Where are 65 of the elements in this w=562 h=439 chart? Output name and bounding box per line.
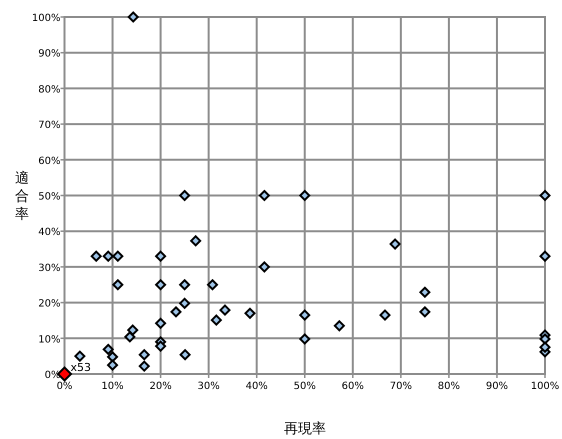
point bbox=[334, 320, 345, 332]
point bbox=[190, 235, 202, 246]
point bbox=[138, 349, 150, 360]
point bbox=[540, 190, 550, 201]
point bbox=[299, 310, 310, 321]
x-tick-label: 50% bbox=[294, 381, 316, 392]
point bbox=[210, 314, 222, 326]
point bbox=[155, 340, 166, 352]
point bbox=[258, 261, 270, 272]
y-tick-label: 30% bbox=[38, 262, 60, 274]
point bbox=[127, 324, 138, 336]
point bbox=[112, 250, 124, 262]
point bbox=[379, 310, 390, 321]
point bbox=[155, 318, 166, 329]
y-tick-label: 40% bbox=[38, 227, 60, 238]
x-tick-label: 90% bbox=[486, 381, 508, 392]
x-tick-label: 70% bbox=[390, 381, 412, 392]
point bbox=[180, 349, 191, 360]
point bbox=[102, 250, 114, 262]
point bbox=[540, 342, 550, 353]
x-tick-label: 0% bbox=[56, 381, 72, 392]
y-tick-label: 20% bbox=[38, 298, 60, 310]
point bbox=[138, 360, 150, 372]
point bbox=[128, 12, 139, 22]
point bbox=[74, 350, 86, 362]
y-tick-label: 100% bbox=[32, 13, 60, 24]
x-tick-label: 10% bbox=[101, 381, 124, 392]
x-tick-label: 30% bbox=[198, 381, 220, 392]
point bbox=[540, 250, 550, 262]
y-tick-label: 90% bbox=[38, 48, 60, 60]
point bbox=[206, 279, 218, 290]
point bbox=[299, 190, 310, 201]
point bbox=[179, 279, 190, 290]
point bbox=[124, 331, 136, 342]
point bbox=[258, 190, 270, 201]
y-tick-label: 60% bbox=[38, 156, 60, 167]
y-tick-label: 10% bbox=[38, 334, 60, 346]
y-tick-label: 50% bbox=[38, 192, 60, 202]
y-tick-label: 80% bbox=[38, 84, 60, 96]
x-axis-title: 再現率 bbox=[284, 421, 326, 437]
point bbox=[179, 298, 190, 309]
point bbox=[244, 308, 256, 319]
point bbox=[155, 279, 166, 290]
point bbox=[155, 250, 166, 262]
x-tick-label: 40% bbox=[246, 381, 268, 392]
x-tick-label: 100% bbox=[530, 381, 560, 392]
point bbox=[179, 190, 190, 201]
point bbox=[390, 238, 401, 250]
point bbox=[102, 344, 114, 355]
point bbox=[90, 250, 102, 262]
point bbox=[170, 306, 182, 318]
point bbox=[107, 351, 118, 362]
point bbox=[419, 286, 430, 298]
point bbox=[540, 334, 550, 345]
point bbox=[419, 306, 430, 318]
x-tick-label: 20% bbox=[149, 381, 172, 392]
point bbox=[219, 304, 230, 316]
point bbox=[299, 334, 310, 345]
x-tick-label: 60% bbox=[342, 381, 364, 392]
x-tick-label: 80% bbox=[438, 381, 460, 392]
point bbox=[112, 279, 124, 290]
y-axis-title: 適合率 bbox=[15, 170, 29, 222]
point bbox=[107, 360, 118, 371]
y-tick-label: 70% bbox=[38, 120, 60, 132]
annotation: x53 bbox=[70, 361, 92, 374]
